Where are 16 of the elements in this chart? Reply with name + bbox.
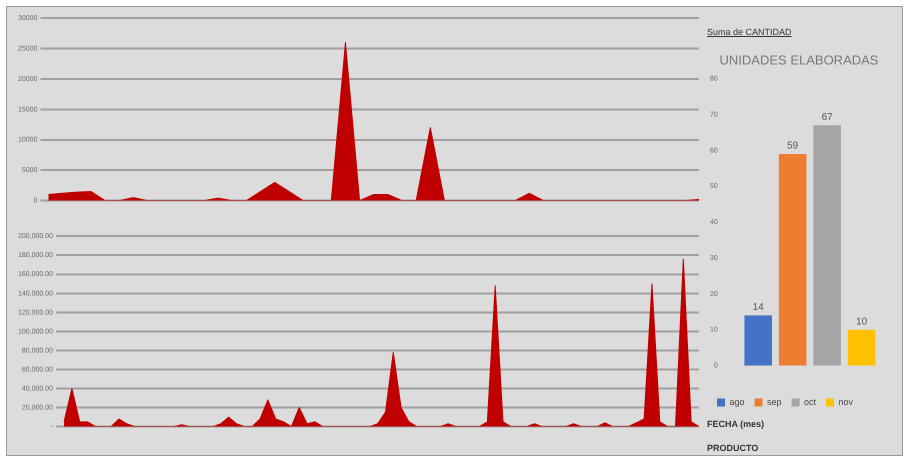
bar bbox=[778, 154, 806, 366]
text: FECHA (mes) bbox=[707, 419, 766, 429]
legend-label: oct bbox=[804, 396, 817, 407]
chart-title: UNIDADES ELABORADAS bbox=[720, 52, 879, 68]
text: Suma de CANTIDAD bbox=[707, 27, 793, 37]
data-label: 14 bbox=[752, 302, 764, 314]
legend-label: nov bbox=[838, 396, 854, 407]
text: PRODUCTO bbox=[707, 443, 760, 453]
bar bbox=[848, 330, 876, 366]
bar bbox=[744, 315, 772, 366]
bar bbox=[813, 125, 841, 366]
legend-label: sep bbox=[767, 396, 782, 407]
data-label: 67 bbox=[822, 112, 834, 123]
legend-label: ago bbox=[730, 396, 745, 407]
data-label: 10 bbox=[856, 316, 868, 328]
data-label: 59 bbox=[787, 140, 799, 152]
